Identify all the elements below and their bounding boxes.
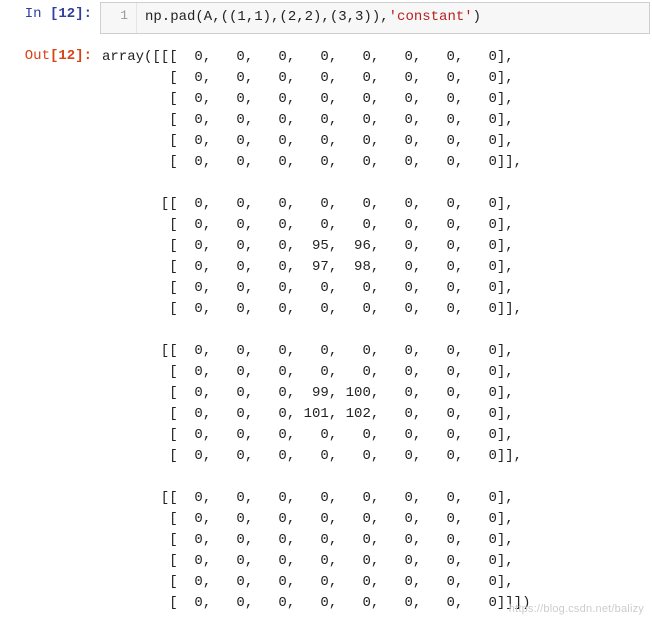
output-cell: Out[12]: array([[[ 0, 0, 0, 0, 0, 0, 0, … xyxy=(0,42,652,619)
code-content[interactable]: np.pad(A,((1,1),(2,2),(3,3)),'constant') xyxy=(137,3,489,33)
input-prompt: In [12]: xyxy=(0,0,100,30)
out-prompt-number: [12]: xyxy=(50,48,92,64)
watermark-text: https://blog.csdn.net/balizy xyxy=(509,603,644,615)
code-text-prefix: np.pad(A,((1,1),(2,2),(3,3)), xyxy=(145,9,389,25)
code-gutter: 1 xyxy=(101,3,137,33)
in-prompt-number: [12]: xyxy=(50,6,92,22)
in-prompt-label: In xyxy=(25,6,50,22)
input-cell: In [12]: 1 np.pad(A,((1,1),(2,2),(3,3)),… xyxy=(0,0,652,42)
output-prompt: Out[12]: xyxy=(0,42,100,72)
code-text-suffix: ) xyxy=(473,9,481,25)
out-prompt-label: Out xyxy=(25,48,50,64)
output-text: array([[[ 0, 0, 0, 0, 0, 0, 0, 0], [ 0, … xyxy=(100,42,652,619)
code-string-literal: 'constant' xyxy=(389,9,473,25)
code-input-area[interactable]: 1 np.pad(A,((1,1),(2,2),(3,3)),'constant… xyxy=(100,2,650,34)
gutter-line-number: 1 xyxy=(120,8,128,23)
